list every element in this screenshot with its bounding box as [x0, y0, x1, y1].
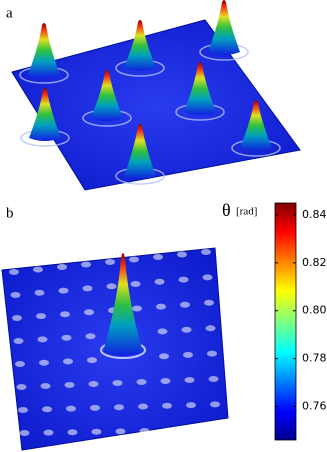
- ripple: [180, 301, 190, 308]
- ripple: [57, 264, 67, 270]
- peak-b: [103, 253, 143, 356]
- ripple: [82, 285, 93, 292]
- ripple: [36, 313, 46, 320]
- ripple: [9, 269, 19, 275]
- tick-label: 0.80: [302, 304, 327, 317]
- ripple: [112, 380, 123, 386]
- ripple: [81, 261, 91, 268]
- tick-label: 0.84: [302, 208, 327, 221]
- ripple: [202, 274, 213, 281]
- ripple: [139, 428, 150, 434]
- colorbar-unit: [rad]: [236, 206, 257, 218]
- tick-label: 0.78: [302, 352, 327, 365]
- peaks-a: [19, 0, 281, 185]
- ripple: [211, 426, 222, 433]
- ripple: [160, 378, 171, 384]
- ripple: [12, 315, 22, 321]
- peak: [184, 62, 216, 115]
- colorbar: [274, 202, 297, 441]
- ripple: [205, 325, 216, 332]
- tick-label: 0.76: [302, 399, 327, 412]
- ripple: [138, 403, 148, 410]
- ripple: [66, 405, 76, 412]
- ripple: [114, 404, 124, 411]
- ripple: [177, 251, 187, 258]
- ripple: [10, 292, 21, 298]
- ripple: [85, 333, 96, 340]
- colorbar-title: θ: [222, 200, 231, 220]
- ripple: [19, 430, 30, 436]
- ripple: [84, 309, 94, 316]
- tick-label: 0.82: [302, 256, 327, 269]
- ripple: [136, 379, 147, 385]
- ripple: [67, 429, 78, 436]
- ripple: [16, 384, 27, 390]
- ripple: [63, 358, 73, 365]
- ripple: [43, 429, 54, 436]
- ripple: [42, 406, 52, 413]
- ripple: [178, 276, 189, 283]
- ripple: [204, 299, 214, 306]
- ripple: [156, 303, 166, 310]
- ripple: [60, 311, 70, 318]
- peak: [124, 20, 156, 71]
- ripple: [15, 361, 25, 367]
- ripple: [90, 404, 100, 411]
- peak: [29, 88, 61, 141]
- ripple: [91, 428, 102, 435]
- ripple: [207, 350, 217, 357]
- ripple: [130, 281, 141, 287]
- ripple: [129, 256, 139, 263]
- ripples-b: [9, 249, 222, 436]
- ripple: [106, 283, 117, 290]
- ripple: [186, 402, 196, 409]
- panel-label: b: [6, 205, 14, 221]
- ripple: [87, 357, 97, 364]
- ripple: [157, 328, 168, 335]
- peak: [240, 100, 272, 151]
- ripple: [159, 353, 169, 360]
- ripple: [184, 377, 195, 383]
- ripple: [40, 383, 51, 389]
- panel-label: a: [6, 5, 13, 21]
- ripple: [115, 428, 126, 435]
- ripple: [13, 338, 24, 344]
- ripple: [208, 376, 219, 382]
- ripple: [162, 402, 172, 409]
- ripple: [34, 289, 45, 296]
- ripple: [33, 266, 43, 273]
- ripple: [64, 382, 75, 388]
- ripple: [181, 326, 192, 333]
- ripple: [39, 359, 49, 366]
- ripple: [88, 381, 99, 387]
- peak: [91, 70, 123, 121]
- ripple: [37, 336, 48, 343]
- ripple: [183, 351, 193, 358]
- ripple: [132, 305, 142, 312]
- peak: [124, 124, 156, 179]
- ripple: [61, 334, 72, 341]
- ripple: [187, 427, 198, 434]
- peak: [28, 23, 60, 78]
- ripple: [154, 278, 165, 285]
- ripple: [105, 259, 115, 265]
- ripple: [210, 401, 220, 408]
- ripple: [163, 427, 174, 434]
- ripple: [58, 287, 69, 294]
- peak: [208, 0, 240, 55]
- ripple: [201, 249, 211, 255]
- ripple: [18, 407, 28, 413]
- ripple: [153, 254, 163, 260]
